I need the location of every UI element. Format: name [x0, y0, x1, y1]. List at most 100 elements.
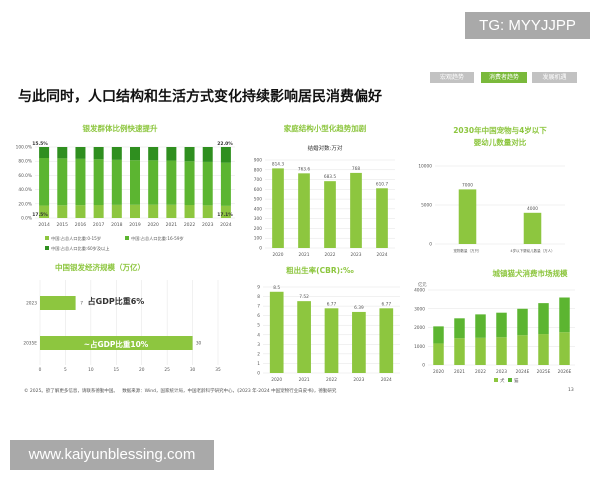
bar-segment: [517, 335, 528, 365]
bar-segment: [57, 158, 68, 206]
x-tick-label: 2014: [38, 222, 50, 228]
slide-title: 与此同时，人口结构和生活方式变化持续影响居民消费偏好: [18, 89, 382, 105]
y-tick-label: 9: [257, 285, 260, 291]
y-tick-label: 80.0%: [18, 159, 32, 165]
footer-copyright: © 2025。欲了解更多信息，请联系德勤中国。: [24, 389, 118, 394]
data-label: 4000: [527, 206, 538, 212]
y-tick-label: 0: [257, 371, 260, 377]
y-tick-label: 600: [254, 187, 262, 193]
data-label: 30: [196, 341, 202, 347]
annotation-label: ~占GDP比重10%: [84, 339, 149, 349]
y-tick-label: 200: [254, 226, 262, 232]
tab-opportunity[interactable]: 发展机遇: [532, 72, 577, 83]
x-tick-label: 20: [139, 367, 145, 373]
y-tick-label: 2023: [26, 301, 37, 307]
x-tick-label: 2023: [353, 377, 364, 383]
x-tick-label: 2015: [57, 222, 69, 228]
bar: [324, 308, 339, 373]
y-tick-label: 40.0%: [18, 187, 32, 193]
data-label: 6.77: [382, 301, 392, 307]
bar-segment: [75, 147, 86, 159]
y-tick-label: 100: [254, 236, 262, 242]
bar-segment: [166, 204, 177, 218]
bar-segment: [202, 161, 213, 206]
y-tick-label: 4: [257, 332, 260, 338]
bar-segment: [130, 160, 140, 205]
annotation-label: 22.0%: [217, 141, 233, 147]
annotation-label: 15.5%: [32, 141, 48, 147]
bar-segment: [130, 204, 140, 218]
chart-title: 粗出生率(CBR):‰: [286, 265, 354, 275]
legend-label: 犬: [500, 377, 505, 384]
bar-segment: [166, 147, 177, 161]
data-label: 814.3: [272, 161, 285, 167]
chart-title: 婴幼儿数量对比: [474, 137, 527, 147]
y-tick-label: 100.0%: [16, 145, 32, 151]
bar-segment: [148, 204, 159, 218]
bar-segment: [111, 159, 122, 205]
bar: [297, 301, 311, 373]
bar-segment: [202, 147, 213, 162]
annotation-label: 占GDP比重6%: [88, 296, 145, 306]
x-tick-label: 2017: [93, 222, 105, 228]
bar: [379, 308, 394, 373]
x-tick-label: 2020: [273, 252, 284, 258]
footer-source: 数据来源：Wind，国家统计局，中国老龄科学研究中心，《2023 年-2024 …: [122, 389, 337, 394]
legend-swatch: [45, 236, 49, 240]
bar-segment: [220, 205, 231, 218]
bar-segment: [75, 205, 86, 218]
y-tick-label: 1: [257, 361, 260, 367]
tab-macro[interactable]: 宏观趋势: [430, 72, 474, 83]
y-tick-label: 400: [254, 206, 262, 212]
data-label: 610.7: [376, 181, 389, 187]
bar-segment: [454, 338, 465, 365]
bar-segment: [148, 160, 159, 205]
bar-segment: [184, 147, 195, 162]
x-tick-label: 2022: [475, 369, 486, 375]
chart-title: 2030年中国宠物与4岁以下: [453, 125, 547, 135]
bar-segment: [454, 318, 465, 339]
bar-segment: [559, 297, 570, 333]
tab-consumer[interactable]: 消费者趋势: [481, 72, 527, 83]
y-tick-label: 800: [254, 167, 262, 173]
data-label: 6.39: [354, 305, 364, 311]
y-tick-label: 8: [257, 294, 260, 300]
x-tick-label: 10: [88, 367, 94, 373]
y-tick-label: 1000: [414, 344, 425, 350]
y-tick-label: 0: [429, 242, 432, 248]
y-tick-label: 3000: [414, 306, 425, 312]
bar-segment: [184, 205, 195, 218]
y-tick-label: 5000: [421, 203, 432, 209]
chart-title: 中国银发经济规模（万亿）: [55, 262, 145, 272]
y-tick-label: 700: [254, 177, 262, 183]
y-tick-label: 300: [254, 216, 262, 222]
x-tick-label: 2024: [220, 222, 232, 228]
y-tick-label: 0.0%: [21, 216, 32, 222]
bar-segment: [496, 337, 507, 365]
bar-segment: [433, 343, 444, 365]
data-label: 6.77: [327, 301, 337, 307]
bar-segment: [202, 205, 213, 218]
data-label: 683.5: [324, 174, 337, 180]
x-tick-label: 2018: [111, 222, 123, 228]
x-tick-label: 2020: [271, 377, 282, 383]
x-tick-label: 2021: [299, 377, 310, 383]
bar-segment: [39, 205, 50, 218]
bar-segment: [166, 160, 177, 205]
bar-segment: [538, 303, 549, 335]
legend-label: 中国:占总人口比重:0-15岁: [51, 235, 101, 242]
x-tick-label: 2022: [326, 377, 337, 383]
y-tick-label: 2035E: [23, 341, 37, 347]
bar: [523, 212, 542, 244]
y-tick-label: 7: [257, 304, 260, 310]
legend-label: 中国:占总人口比重:60岁及以上: [51, 245, 109, 252]
chart-title: 家庭结构小型化趋势加剧: [284, 123, 367, 133]
x-tick-label: 2021: [454, 369, 465, 375]
x-tick-label: 2023: [351, 252, 362, 258]
y-tick-label: 0: [259, 246, 262, 252]
bar-segment: [433, 326, 444, 344]
legend-swatch: [125, 236, 129, 240]
bar-segment: [111, 204, 122, 218]
bar-segment: [184, 161, 195, 206]
